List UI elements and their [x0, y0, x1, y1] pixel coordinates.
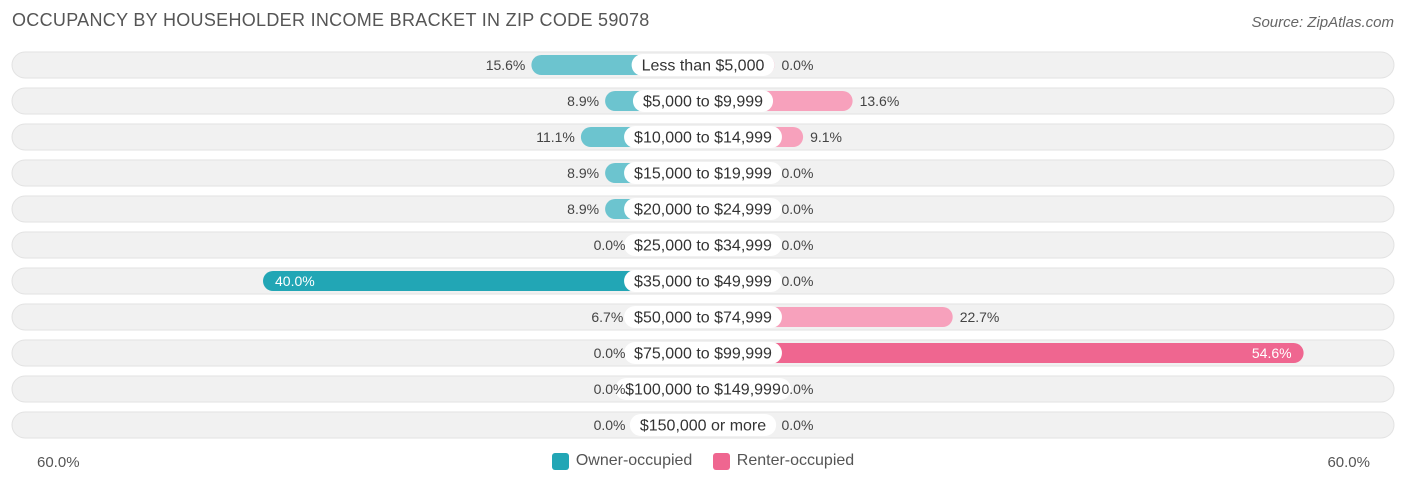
category-pill [631, 54, 775, 76]
category-label: $75,000 to $99,999 [634, 346, 772, 363]
value-label-renter: 0.0% [782, 273, 814, 289]
category-pill [624, 342, 782, 364]
axis-max-label: 60.0% [1327, 454, 1370, 471]
category-label: $50,000 to $74,999 [634, 310, 772, 327]
category-pill [624, 270, 782, 292]
legend: Owner-occupied Renter-occupied [0, 452, 1406, 475]
legend-item-renter[interactable]: Renter-occupied [712, 452, 855, 470]
legend-swatch-owner [551, 452, 569, 470]
legend-label-owner: Owner-occupied [575, 452, 693, 469]
value-label-renter: 0.0% [782, 57, 814, 73]
category-pill [624, 162, 782, 184]
value-label-owner: 15.6% [486, 57, 526, 73]
chart-source: Source: ZipAtlas.com [1251, 14, 1394, 31]
legend-item-owner[interactable]: Owner-occupied [551, 452, 693, 470]
category-label: $25,000 to $34,999 [634, 238, 772, 255]
category-pill [624, 306, 782, 328]
value-label-renter: 0.0% [782, 165, 814, 181]
category-pill [629, 414, 777, 436]
value-label-renter: 22.7% [960, 309, 1000, 325]
value-label-renter: 9.1% [810, 129, 842, 145]
category-pill [624, 234, 782, 256]
value-label-renter: 0.0% [782, 201, 814, 217]
category-label: $100,000 to $149,999 [625, 382, 781, 399]
legend-swatch-renter [712, 452, 730, 470]
value-label-owner: 8.9% [567, 201, 599, 217]
category-pill [624, 126, 782, 148]
category-pill [624, 198, 782, 220]
axis-min-label: 60.0% [37, 454, 80, 471]
category-label: $20,000 to $24,999 [634, 202, 772, 219]
legend-label-renter: Renter-occupied [736, 452, 855, 469]
value-label-owner: 0.0% [594, 381, 626, 397]
category-label: $35,000 to $49,999 [634, 274, 772, 291]
value-label-renter: 0.0% [782, 237, 814, 253]
value-label-owner: 8.9% [567, 93, 599, 109]
value-label-owner: 0.0% [594, 417, 626, 433]
value-label-renter: 0.0% [782, 381, 814, 397]
category-label: $5,000 to $9,999 [643, 94, 763, 111]
value-label-owner: 0.0% [594, 345, 626, 361]
bar-renter [703, 343, 1304, 363]
chart-title: OCCUPANCY BY HOUSEHOLDER INCOME BRACKET … [12, 10, 650, 30]
category-label: $15,000 to $19,999 [634, 166, 772, 183]
category-label: $10,000 to $14,999 [634, 130, 772, 147]
category-label: Less than $5,000 [642, 58, 765, 75]
value-label-renter: 0.0% [782, 417, 814, 433]
value-label-owner: 40.0% [275, 273, 315, 289]
category-pill [632, 90, 774, 112]
category-label: $150,000 or more [640, 418, 766, 435]
category-pill [615, 378, 791, 400]
value-label-owner: 8.9% [567, 165, 599, 181]
value-label-owner: 11.1% [536, 129, 575, 145]
value-label-owner: 0.0% [594, 237, 626, 253]
value-label-renter: 54.6% [1252, 345, 1292, 361]
bar-owner [263, 271, 703, 291]
value-label-renter: 13.6% [860, 93, 900, 109]
income-occupancy-chart: Less than $5,000 15.6% 0.0% $5,000 to $9,99… [11, 51, 1395, 439]
value-label-owner: 6.7% [591, 309, 623, 325]
